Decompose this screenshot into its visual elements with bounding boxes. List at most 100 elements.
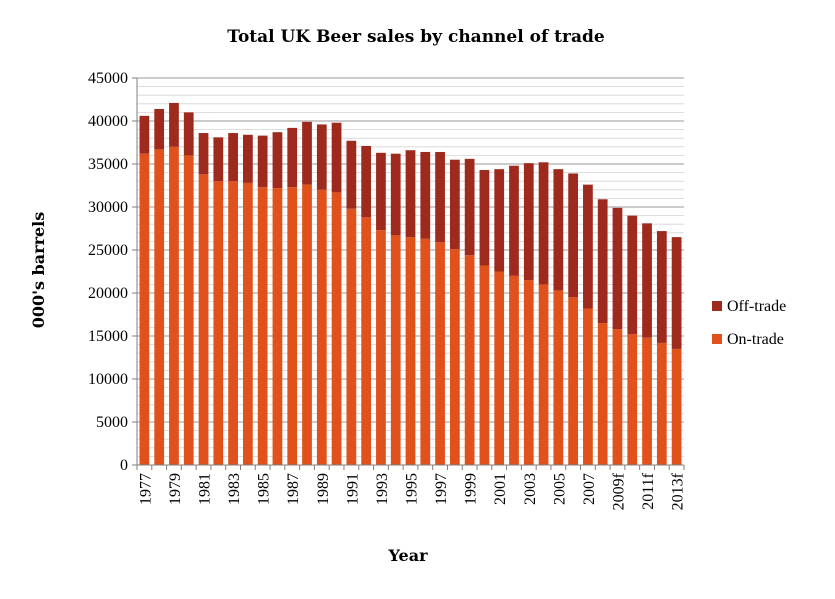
bar-on-trade-1994 xyxy=(390,235,401,465)
bar-off-trade-1985 xyxy=(257,135,268,188)
legend-label-off-trade: Off-trade xyxy=(727,298,786,315)
x-tick-label: 1991 xyxy=(344,473,361,505)
bar-off-trade-1992 xyxy=(361,145,372,218)
bar-off-trade-2005 xyxy=(553,169,564,291)
bar-off-trade-1993 xyxy=(376,152,386,231)
bar-off-trade-2013f xyxy=(671,237,682,349)
bar-on-trade-1998 xyxy=(449,249,460,465)
legend-swatch-on-trade xyxy=(712,334,722,344)
x-tick-label: 2001 xyxy=(492,473,509,505)
bar-off-trade-2009f xyxy=(612,207,623,330)
bar-on-trade-2002 xyxy=(509,275,519,465)
bar-on-trade-1982 xyxy=(213,181,224,465)
x-tick-label: 1997 xyxy=(433,473,450,505)
axes xyxy=(132,77,685,470)
bar-on-trade-2011f xyxy=(642,337,652,465)
bar-on-trade-1981 xyxy=(198,174,209,465)
bars xyxy=(139,102,682,466)
bar-off-trade-1983 xyxy=(228,133,238,182)
bar-off-trade-1988 xyxy=(302,121,312,185)
x-tick-label: 1981 xyxy=(197,473,214,505)
legend-swatch-off-trade xyxy=(712,301,722,311)
x-axis-title: Year xyxy=(387,546,428,565)
bar-on-trade-1985 xyxy=(257,187,268,465)
y-tick-label: 45000 xyxy=(88,70,128,87)
y-axis-title: 000's barrels xyxy=(29,212,48,329)
bar-on-trade-2009f xyxy=(612,329,623,465)
x-tick-label: 1999 xyxy=(463,473,480,505)
x-tick-label: 1995 xyxy=(404,473,421,505)
x-tick-label: 1993 xyxy=(374,473,391,505)
bar-on-trade-1980 xyxy=(183,155,194,465)
y-tick-labels: 0 5000 10000 15000 20000 25000 30000 35000 40000… xyxy=(88,70,128,474)
bar-on-trade-1984 xyxy=(243,182,253,466)
bar-off-trade-2006 xyxy=(568,173,578,298)
bar-on-trade-2008 xyxy=(597,323,608,465)
bar-off-trade-1981 xyxy=(198,133,209,175)
bar-on-trade-1983 xyxy=(228,181,238,465)
bar-on-trade-2013f xyxy=(671,348,682,465)
bar-off-trade-2012 xyxy=(656,231,667,343)
bar-on-trade-1997 xyxy=(435,242,445,465)
y-tick-label: 0 xyxy=(120,457,128,474)
bar-off-trade-2003 xyxy=(523,163,534,281)
bar-on-trade-2003 xyxy=(523,280,534,465)
bar-off-trade-1977 xyxy=(139,115,150,154)
bar-off-trade-1982 xyxy=(213,137,224,182)
bar-on-trade-1992 xyxy=(361,217,372,465)
bar-off-trade-1990 xyxy=(331,122,342,193)
x-tick-label: 1989 xyxy=(315,473,332,505)
bar-on-trade-1993 xyxy=(376,230,386,465)
bar-off-trade-2010 xyxy=(627,215,638,335)
x-tick-label: 2009f xyxy=(610,472,627,510)
bar-off-trade-2011f xyxy=(642,223,652,338)
bar-off-trade-1997 xyxy=(435,151,445,243)
bar-off-trade-1986 xyxy=(272,132,283,189)
x-tick-label: 1983 xyxy=(226,473,243,505)
x-tick-label: 1987 xyxy=(285,473,302,505)
bar-off-trade-1984 xyxy=(243,134,253,183)
legend-label-on-trade: On-trade xyxy=(727,331,784,348)
bar-on-trade-2005 xyxy=(553,290,564,465)
bar-on-trade-1977 xyxy=(139,153,150,465)
legend: Off-trade On-trade xyxy=(712,298,786,348)
bar-off-trade-2008 xyxy=(597,199,608,324)
bar-off-trade-1995 xyxy=(405,150,416,238)
bar-off-trade-1994 xyxy=(390,153,401,236)
bar-off-trade-1998 xyxy=(449,159,460,250)
y-tick-label: 10000 xyxy=(88,371,128,388)
bar-on-trade-1991 xyxy=(346,208,357,465)
bar-on-trade-2001 xyxy=(494,271,505,465)
bar-off-trade-1987 xyxy=(287,127,298,188)
y-tick-label: 35000 xyxy=(88,156,128,173)
x-tick-label: 2003 xyxy=(522,473,539,505)
bar-on-trade-1990 xyxy=(331,192,342,465)
bar-on-trade-1989 xyxy=(316,189,327,466)
bar-off-trade-1999 xyxy=(464,158,475,256)
bar-off-trade-1980 xyxy=(183,112,194,156)
bar-off-trade-2007 xyxy=(583,184,593,309)
bar-on-trade-2012 xyxy=(656,342,667,465)
y-tick-label: 40000 xyxy=(88,113,128,130)
bar-off-trade-2002 xyxy=(509,165,519,276)
bar-on-trade-1979 xyxy=(169,146,179,466)
bar-on-trade-2000 xyxy=(479,265,490,465)
bar-off-trade-2004 xyxy=(538,162,549,285)
x-tick-label: 2007 xyxy=(581,473,598,505)
x-tick-label: 2011f xyxy=(640,472,657,509)
bar-on-trade-1986 xyxy=(272,188,283,465)
x-tick-labels: 1977 1979 1981 1983 1985 1987 1989 1991 1993 1995… xyxy=(137,472,686,510)
x-tick-label: 1977 xyxy=(137,473,154,505)
x-tick-label: 1979 xyxy=(167,473,184,505)
bar-on-trade-1987 xyxy=(287,187,298,465)
bar-off-trade-1979 xyxy=(169,102,179,147)
x-tick-label: 1985 xyxy=(256,473,273,505)
bar-off-trade-2000 xyxy=(479,170,490,266)
bar-off-trade-1991 xyxy=(346,140,357,209)
bar-on-trade-1996 xyxy=(420,238,431,465)
y-tick-label: 20000 xyxy=(88,285,128,302)
y-tick-label: 5000 xyxy=(96,414,128,431)
bar-on-trade-1978 xyxy=(154,149,165,465)
bar-on-trade-2004 xyxy=(538,284,549,465)
